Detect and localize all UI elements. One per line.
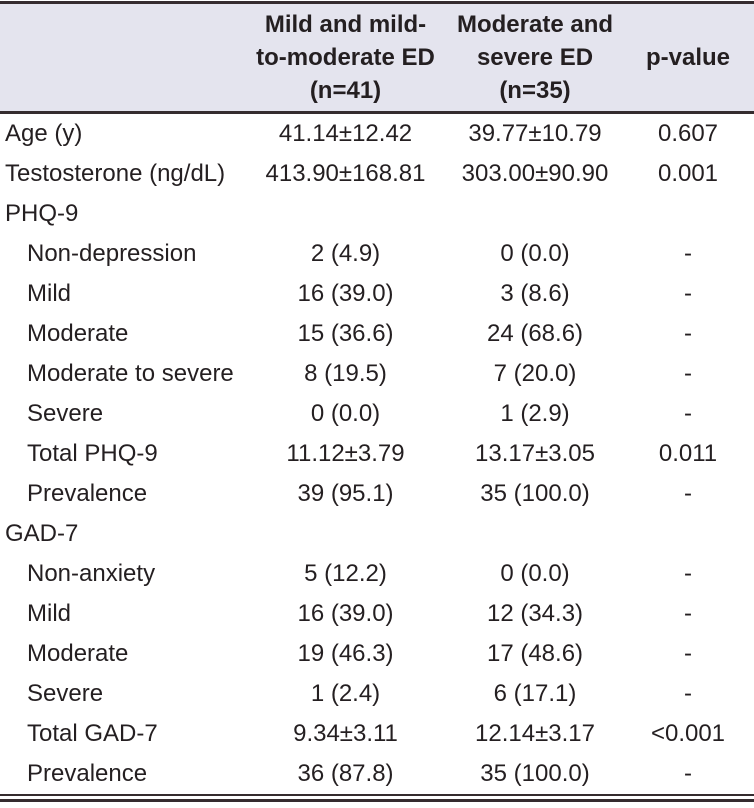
row-value: 12 (34.3)	[486, 600, 584, 627]
table-row: Testosterone (ng/dL) 413.90±168.81 303.00±…	[0, 154, 754, 194]
row-value: 0 (0.0)	[310, 400, 381, 427]
row-value: 35 (100.0)	[480, 760, 590, 787]
row-pvalue: -	[684, 680, 692, 707]
row-label: Mild	[27, 600, 72, 627]
row-value: 24 (68.6)	[486, 320, 584, 347]
comparison-table: Mild and mild- to-moderate ED (n=41) Mod…	[0, 4, 754, 794]
row-value: 0 (0.0)	[500, 560, 570, 587]
table-row: Mild 16 (39.0) 3 (8.6) -	[0, 274, 754, 314]
header-row: Mild and mild- to-moderate ED (n=41) Mod…	[0, 4, 754, 114]
row-label: Severe	[27, 680, 104, 707]
row-value: 12.14±3.17	[475, 720, 595, 747]
table-row: Severe 1 (2.4) 6 (17.1) -	[0, 674, 754, 714]
row-label: Mild	[27, 280, 72, 307]
row-label: Age (y)	[5, 120, 83, 147]
row-value: 11.12±3.79	[286, 440, 405, 467]
row-value: 19 (46.3)	[297, 640, 394, 667]
row-pvalue: -	[684, 640, 692, 667]
row-label: Total GAD-7	[27, 720, 158, 747]
table-row: Total PHQ-9 11.12±3.79 13.17±3.05 0.011	[0, 434, 754, 474]
row-value	[448, 514, 622, 554]
table-row: Total GAD-7 9.34±3.11 12.14±3.17 <0.001	[0, 714, 754, 754]
row-label: Prevalence	[27, 760, 148, 787]
row-value: 1 (2.4)	[310, 680, 381, 707]
row-pvalue: -	[684, 560, 692, 587]
row-pvalue: -	[684, 280, 692, 307]
table-row: Severe 0 (0.0) 1 (2.9) -	[0, 394, 754, 434]
row-label: Prevalence	[27, 480, 148, 507]
row-value: 9.34±3.11	[293, 720, 398, 747]
table-header: Mild and mild- to-moderate ED (n=41) Mod…	[0, 4, 754, 114]
row-pvalue: -	[684, 600, 692, 627]
row-value: 2 (4.9)	[310, 240, 381, 267]
row-label: GAD-7	[5, 520, 79, 547]
header-empty-cell	[0, 4, 243, 114]
row-pvalue: 0.011	[658, 440, 718, 467]
table-row: Moderate to severe 8 (19.5) 7 (20.0) -	[0, 354, 754, 394]
row-value: 36 (87.8)	[297, 760, 394, 787]
table-body: Age (y) 41.14±12.42 39.77±10.79 0.607 Testos…	[0, 113, 754, 795]
bottom-rule-gap	[0, 796, 754, 799]
row-label: Moderate	[27, 320, 129, 347]
row-value: 13.17±3.05	[475, 440, 595, 467]
row-value: 303.00±90.90	[461, 160, 609, 187]
header-group1-cell: Mild and mild- to-moderate ED (n=41)	[243, 4, 448, 114]
row-label: Moderate to severe	[27, 360, 234, 387]
row-pvalue: -	[684, 760, 692, 787]
row-label: Non-depression	[27, 240, 197, 267]
row-value: 35 (100.0)	[480, 480, 590, 507]
row-label: Severe	[27, 400, 104, 427]
table-row: Age (y) 41.14±12.42 39.77±10.79 0.607	[0, 113, 754, 155]
section-row: PHQ-9	[0, 194, 754, 234]
bottom-thin-rule	[0, 794, 754, 796]
row-value: 7 (20.0)	[493, 360, 577, 387]
table-row: Non-depression 2 (4.9) 0 (0.0) -	[0, 234, 754, 274]
row-value: 6 (17.1)	[493, 680, 577, 707]
row-pvalue: -	[684, 320, 692, 347]
table-row: Moderate 15 (36.6) 24 (68.6) -	[0, 314, 754, 354]
row-value: 8 (19.5)	[304, 360, 387, 387]
row-pvalue: -	[684, 360, 692, 387]
row-pvalue: 0.607	[657, 120, 719, 147]
table-row: Mild 16 (39.0) 12 (34.3) -	[0, 594, 754, 634]
row-label: Non-anxiety	[27, 560, 156, 587]
row-value: 3 (8.6)	[500, 280, 570, 307]
row-label: PHQ-9	[5, 200, 79, 227]
table-row: Prevalence 39 (95.1) 35 (100.0) -	[0, 474, 754, 514]
row-value: 5 (12.2)	[304, 560, 387, 587]
row-pvalue: -	[684, 480, 692, 507]
row-pvalue	[622, 514, 754, 554]
row-value: 1 (2.9)	[500, 400, 570, 427]
row-value	[448, 194, 622, 234]
row-value	[243, 194, 448, 234]
header-pvalue-cell: p-value	[622, 4, 754, 114]
row-label: Moderate	[27, 640, 129, 667]
section-row: GAD-7	[0, 514, 754, 554]
top-rule	[0, 1, 754, 4]
row-pvalue: <0.001	[650, 720, 726, 747]
table-row: Non-anxiety 5 (12.2) 0 (0.0) -	[0, 554, 754, 594]
table-row: Prevalence 36 (87.8) 35 (100.0) -	[0, 754, 754, 794]
header-group2-cell: Moderate and severe ED (n=35)	[448, 4, 622, 114]
row-label: Testosterone (ng/dL)	[5, 160, 226, 187]
row-value: 413.90±168.81	[265, 160, 426, 187]
row-value	[243, 514, 448, 554]
bottom-thick-rule	[0, 799, 754, 802]
row-value: 17 (48.6)	[486, 640, 584, 667]
row-pvalue: -	[684, 400, 692, 427]
row-pvalue	[622, 194, 754, 234]
row-value: 16 (39.0)	[297, 600, 394, 627]
table-row: Moderate 19 (46.3) 17 (48.6) -	[0, 634, 754, 674]
row-pvalue: -	[684, 240, 692, 267]
row-value: 39.77±10.79	[468, 120, 602, 147]
row-value: 15 (36.6)	[297, 320, 394, 347]
row-label: Total PHQ-9	[27, 440, 158, 467]
row-value: 39 (95.1)	[297, 480, 394, 507]
row-value: 41.14±12.42	[278, 120, 413, 147]
row-value: 16 (39.0)	[297, 280, 394, 307]
row-value: 0 (0.0)	[500, 240, 570, 267]
row-pvalue: 0.001	[657, 160, 719, 187]
